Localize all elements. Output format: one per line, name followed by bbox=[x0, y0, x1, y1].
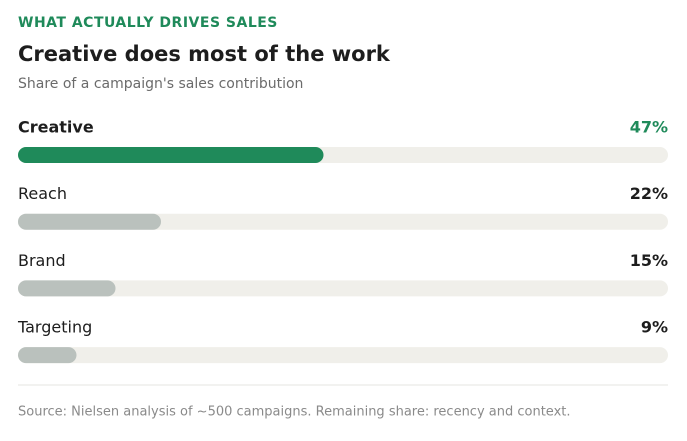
bar bbox=[18, 213, 161, 230]
subtitle: Share of a campaign's sales contribution bbox=[18, 76, 303, 92]
value-label: 47% bbox=[630, 118, 668, 137]
bar-track bbox=[18, 280, 668, 297]
source-note: Source: Nielsen analysis of ~500 campaig… bbox=[18, 405, 571, 420]
bar-track bbox=[18, 347, 668, 364]
value-label: 9% bbox=[641, 318, 668, 337]
category-label: Targeting bbox=[17, 318, 92, 337]
bar bbox=[18, 347, 77, 364]
category-label: Creative bbox=[18, 118, 94, 137]
category-label: Brand bbox=[18, 251, 66, 270]
chart-title: Creative does most of the work bbox=[18, 42, 391, 66]
value-label: 15% bbox=[630, 251, 668, 270]
value-label: 22% bbox=[630, 184, 668, 203]
kicker: WHAT ACTUALLY DRIVES SALES bbox=[18, 15, 278, 31]
bar bbox=[18, 280, 116, 297]
bar bbox=[18, 147, 324, 163]
category-label: Reach bbox=[18, 184, 67, 203]
bar-track bbox=[18, 213, 668, 230]
